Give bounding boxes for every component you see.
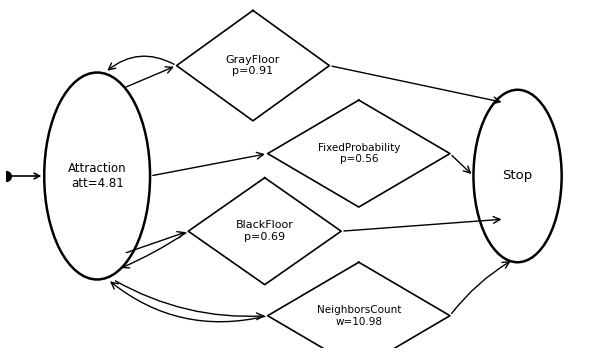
- Polygon shape: [268, 262, 450, 352]
- Text: Attraction
att=4.81: Attraction att=4.81: [68, 162, 127, 190]
- Text: Stop: Stop: [502, 170, 533, 182]
- Text: NeighborsCount
w=10.98: NeighborsCount w=10.98: [317, 305, 401, 327]
- Ellipse shape: [473, 90, 562, 262]
- Text: FixedProbability
p=0.56: FixedProbability p=0.56: [317, 143, 400, 164]
- Polygon shape: [188, 178, 341, 285]
- Ellipse shape: [44, 73, 150, 279]
- Text: GrayFloor
p=0.91: GrayFloor p=0.91: [226, 55, 280, 76]
- Polygon shape: [176, 11, 329, 121]
- Polygon shape: [268, 100, 450, 207]
- Text: BlackFloor
p=0.69: BlackFloor p=0.69: [236, 220, 293, 242]
